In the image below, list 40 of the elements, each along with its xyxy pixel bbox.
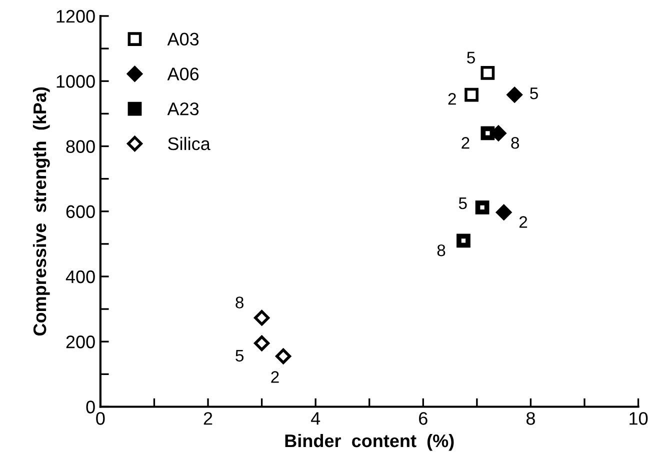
y-tick-label: 1000	[56, 75, 95, 88]
y-tick-label: 200	[66, 336, 95, 348]
x-tick-label: 6	[419, 412, 428, 425]
y-tick-label: 0	[86, 400, 95, 414]
x-axis-title: Binder content (%)	[285, 434, 454, 451]
legend-label: A03	[167, 32, 199, 46]
x-tick-label: 10	[630, 412, 648, 425]
legend-label: A23	[167, 102, 199, 116]
legend-label: A06	[167, 68, 199, 80]
x-tick-label: 2	[204, 412, 212, 425]
y-axis-title: Compressive strength (kPa)	[32, 87, 50, 336]
annotation: 5	[458, 198, 467, 210]
point	[254, 335, 270, 352]
annotation: 2	[462, 137, 470, 149]
annotation: 5	[236, 350, 244, 362]
point	[506, 87, 522, 103]
point	[456, 234, 470, 248]
annotation: 5	[467, 52, 475, 64]
point	[480, 66, 495, 80]
annotation: 8	[236, 296, 244, 308]
x-tick-label: 8	[526, 412, 535, 425]
annotation: 2	[271, 371, 279, 383]
x-tick-label: 4	[310, 412, 320, 425]
point	[254, 310, 270, 326]
point	[464, 88, 478, 102]
x-tick-label: 0	[96, 412, 105, 425]
annotation: 2	[519, 216, 528, 228]
legend-label: Silica	[168, 136, 210, 150]
annotation: 5	[530, 88, 538, 100]
point	[496, 204, 512, 220]
y-tick-label: 400	[66, 270, 95, 284]
annotation: 8	[437, 244, 446, 256]
y-tick-label: 1200	[56, 10, 95, 23]
point	[475, 200, 490, 214]
y-tick-label: 800	[66, 140, 95, 153]
point	[276, 348, 292, 364]
annotation: 8	[511, 137, 520, 149]
y-tick-label: 600	[66, 205, 95, 218]
point	[480, 126, 495, 140]
annotation: 2	[448, 93, 456, 105]
